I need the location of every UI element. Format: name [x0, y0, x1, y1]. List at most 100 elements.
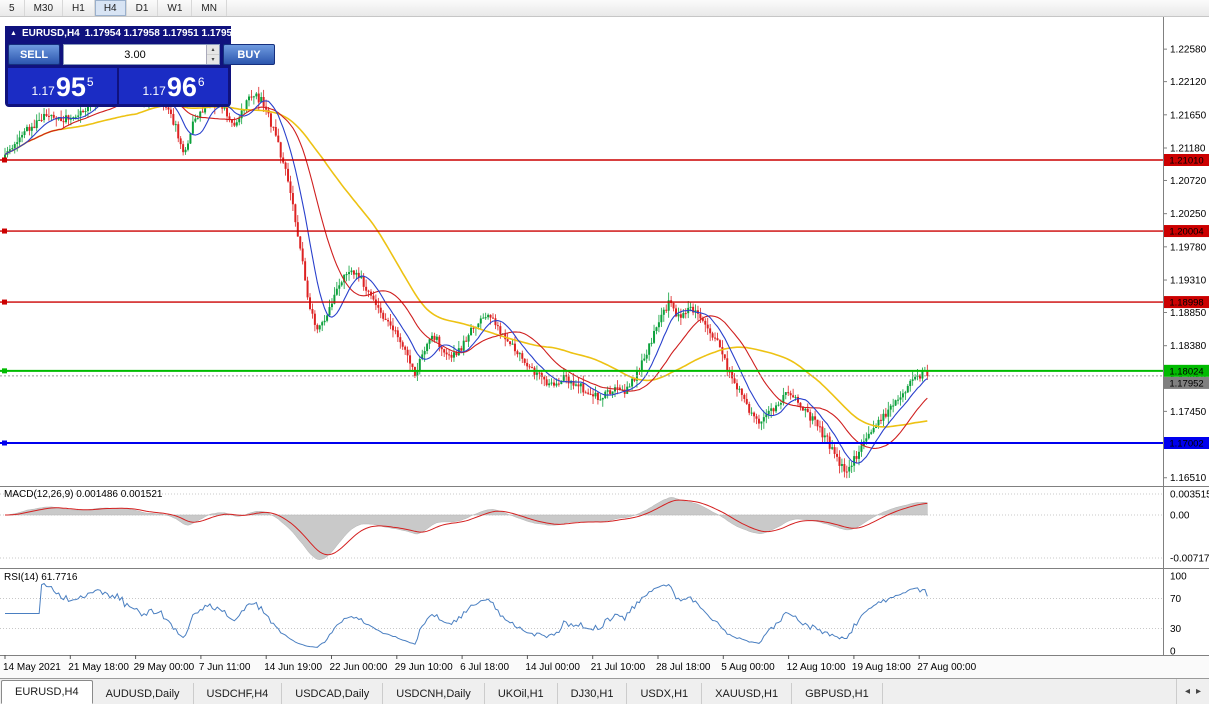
bid-price-button[interactable]: 1.17 95 5 [8, 68, 117, 104]
chart-title-bar: ▲ EURUSD,H4 1.17954 1.17958 1.17951 1.17… [5, 26, 238, 41]
bid-big-digits: 95 [55, 72, 86, 102]
svg-text:12 Aug 10:00: 12 Aug 10:00 [787, 662, 846, 673]
timeframe-toolbar: 5 M30 H1 H4 D1 W1 MN [0, 0, 1209, 17]
svg-text:1.16510: 1.16510 [1170, 473, 1207, 484]
bid-pip-digit: 5 [86, 75, 94, 89]
svg-text:1.17952: 1.17952 [1169, 378, 1203, 389]
ask-pip-digit: 6 [197, 75, 205, 89]
svg-text:14 May 2021: 14 May 2021 [3, 662, 61, 673]
volume-increase-button[interactable]: ▴ [207, 45, 219, 55]
tab-scroll-controls: ◂ ▸ [1175, 679, 1209, 704]
macd-indicator-label: MACD(12,26,9) 0.001486 0.001521 [4, 489, 162, 500]
chart-region: 1.22580 1.22120 1.21650 1.21180 1.20720 1.202… [0, 17, 1209, 678]
price-axis-label-1.17952: 1.17952 [1164, 376, 1209, 389]
svg-text:21 May 18:00: 21 May 18:00 [68, 662, 129, 673]
sell-button[interactable]: SELL [8, 44, 60, 65]
buy-button[interactable]: BUY [223, 44, 275, 65]
chart-symbol-label: EURUSD,H4 [21, 28, 80, 39]
timeframe-button-d1[interactable]: D1 [127, 0, 159, 16]
svg-text:1.22580: 1.22580 [1170, 45, 1207, 56]
macd-values-text: 0.001486 0.001521 [76, 489, 163, 500]
timeframe-button-h4[interactable]: H4 [94, 0, 127, 16]
svg-text:1.18850: 1.18850 [1170, 308, 1207, 319]
svg-text:27 Aug 00:00: 27 Aug 00:00 [917, 662, 976, 673]
time-axis: 14 May 2021 21 May 18:00 29 May 00:00 7 Jun… [3, 655, 977, 673]
svg-text:1.19310: 1.19310 [1170, 276, 1207, 287]
chart-tab-xauusd-h1[interactable]: XAUUSD,H1 [702, 683, 793, 704]
one-click-collapse-icon[interactable]: ▲ [10, 30, 17, 37]
chart-tab-usdcnh-daily[interactable]: USDCNH,Daily [383, 683, 485, 704]
one-click-trade-panel: SELL ▴ ▾ BUY 1.17 95 5 1.17 [5, 41, 275, 107]
rsi-layer [5, 582, 928, 648]
svg-text:5 Aug 00:00: 5 Aug 00:00 [721, 662, 775, 673]
price-axis-label-1.21010: 1.21010 [1164, 154, 1209, 167]
tab-scroll-right-button[interactable]: ▸ [1195, 686, 1201, 697]
bid-prefix: 1.17 [31, 83, 55, 98]
price-axis-label-1.17002: 1.17002 [1164, 437, 1209, 450]
volume-spinner: ▴ ▾ [206, 45, 219, 64]
timeframe-button-w1[interactable]: W1 [158, 0, 193, 16]
svg-text:1.21010: 1.21010 [1169, 156, 1203, 167]
ask-big-digits: 96 [166, 72, 197, 102]
svg-text:70: 70 [1170, 594, 1182, 605]
chart-tab-usdx-h1[interactable]: USDX,H1 [627, 683, 703, 704]
volume-control: ▴ ▾ [63, 44, 220, 65]
svg-text:19 Aug 18:00: 19 Aug 18:00 [852, 662, 911, 673]
svg-text:1.21650: 1.21650 [1170, 110, 1207, 121]
chart-tabs: EURUSD,H4 AUDUSD,Daily USDCHF,H4 USDCAD,Dai… [0, 679, 1176, 704]
price-axis: 1.22580 1.22120 1.21650 1.21180 1.20720 1.202… [1163, 45, 1209, 658]
svg-text:21 Jul 10:00: 21 Jul 10:00 [591, 662, 646, 673]
chart-canvas[interactable]: 1.22580 1.22120 1.21650 1.21180 1.20720 1.202… [0, 17, 1209, 678]
chart-tab-usdcad-daily[interactable]: USDCAD,Daily [282, 683, 384, 704]
svg-text:100: 100 [1170, 572, 1187, 583]
price-axis-label-1.18998: 1.18998 [1164, 296, 1209, 309]
svg-text:1.18380: 1.18380 [1170, 341, 1207, 352]
volume-decrease-button[interactable]: ▾ [207, 55, 219, 64]
rsi-value-text: 61.7716 [41, 572, 78, 583]
svg-text:1.20720: 1.20720 [1170, 176, 1207, 187]
tab-scroll-left-button[interactable]: ◂ [1184, 686, 1190, 697]
timeframe-button-mn[interactable]: MN [192, 0, 227, 16]
chart-tab-bar: EURUSD,H4 AUDUSD,Daily USDCHF,H4 USDCAD,Dai… [0, 678, 1209, 704]
price-axis-label-1.20004: 1.20004 [1164, 225, 1209, 238]
svg-text:30: 30 [1170, 624, 1182, 635]
chart-tab-eurusd-h4[interactable]: EURUSD,H4 [1, 680, 93, 704]
timeframe-button-5[interactable]: 5 [0, 0, 25, 16]
timeframe-button-m30[interactable]: M30 [25, 0, 64, 16]
rsi-indicator-label: RSI(14) 61.7716 [4, 572, 77, 583]
svg-text:0.003515: 0.003515 [1170, 489, 1209, 500]
volume-input[interactable] [64, 45, 206, 64]
chart-tab-gbpusd-h1[interactable]: GBPUSD,H1 [792, 683, 883, 704]
ask-prefix: 1.17 [142, 83, 166, 98]
macd-layer [4, 497, 928, 560]
svg-text:1.18998: 1.18998 [1169, 298, 1203, 309]
svg-text:1.19780: 1.19780 [1170, 242, 1207, 253]
svg-text:29 May 00:00: 29 May 00:00 [134, 662, 195, 673]
svg-text:1.20004: 1.20004 [1169, 227, 1203, 238]
chart-tab-ukoil-h1[interactable]: UKOil,H1 [485, 683, 558, 704]
chart-ohlc-values: 1.17954 1.17958 1.17951 1.17952 [84, 28, 238, 39]
chart-tab-usdchf-h4[interactable]: USDCHF,H4 [194, 683, 283, 704]
svg-text:1.18024: 1.18024 [1169, 366, 1203, 377]
svg-text:1.21180: 1.21180 [1170, 143, 1206, 154]
chart-tab-dj30-h1[interactable]: DJ30,H1 [558, 683, 628, 704]
svg-text:1.20250: 1.20250 [1170, 209, 1207, 220]
price-axis-label-1.18024: 1.18024 [1164, 364, 1209, 377]
svg-text:22 Jun 00:00: 22 Jun 00:00 [330, 662, 388, 673]
ask-price-button[interactable]: 1.17 96 6 [119, 68, 228, 104]
svg-text:1.17450: 1.17450 [1170, 407, 1207, 418]
svg-text:28 Jul 18:00: 28 Jul 18:00 [656, 662, 711, 673]
rsi-label-text: RSI(14) [4, 572, 39, 583]
svg-text:29 Jun 10:00: 29 Jun 10:00 [395, 662, 453, 673]
svg-text:-0.007178: -0.007178 [1170, 553, 1209, 564]
svg-text:6 Jul 18:00: 6 Jul 18:00 [460, 662, 509, 673]
horizontal-lines-layer [0, 157, 1163, 446]
svg-text:14 Jul 00:00: 14 Jul 00:00 [525, 662, 580, 673]
svg-text:0: 0 [1170, 647, 1176, 658]
svg-text:14 Jun 19:00: 14 Jun 19:00 [264, 662, 322, 673]
timeframe-button-h1[interactable]: H1 [63, 0, 95, 16]
chart-tab-audusd-daily[interactable]: AUDUSD,Daily [93, 683, 194, 704]
svg-text:0.00: 0.00 [1170, 511, 1190, 522]
svg-text:1.17002: 1.17002 [1169, 439, 1203, 450]
